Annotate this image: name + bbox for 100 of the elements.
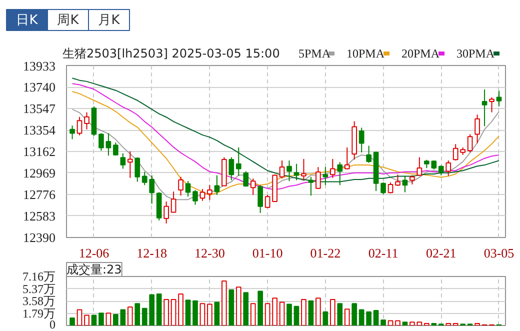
candlestick [286,160,292,182]
y-tick-label: 3.58万 [22,294,56,308]
candlestick [106,132,112,156]
y-tick-label: 12969 [23,165,56,180]
bar [192,300,198,326]
bar [264,303,270,326]
candlestick [337,162,343,186]
candlestick [214,174,220,196]
text: 周K [57,13,80,28]
bar [373,310,379,326]
candlestick [258,184,263,214]
y-tick-label: 13162 [23,144,56,159]
bar [272,298,278,326]
bar [200,303,206,326]
text: 月K [98,13,120,28]
bar [431,322,437,326]
y-tick-label: 13933 [23,58,56,74]
bar [352,303,358,326]
candlestick [410,174,415,185]
bar [106,312,112,326]
bar [164,298,169,326]
candlestick [236,146,242,176]
bar [366,311,372,326]
candlestick [76,116,82,136]
y-tick-label: 7.16万 [22,270,56,284]
candlestick [344,146,350,170]
candlestick [467,134,473,153]
x-tick-label: 02-11 [368,246,398,260]
y-tick-label: 12583 [23,208,56,224]
x-tick-label: 12-18 [136,246,168,260]
bar [452,322,458,326]
bar [76,309,82,326]
bar [330,298,336,326]
x-tick-label: 01-22 [310,246,341,260]
bar [134,303,140,326]
bar [344,308,350,326]
candlestick [178,176,184,196]
legend-label: 20PMA [402,46,440,60]
bar [127,306,133,326]
y-tick-label: 12390 [23,230,56,245]
candlestick [134,156,140,182]
y-tick-label: 5.37万 [22,282,56,296]
x-tick-label: 01-10 [252,246,283,260]
bar [322,311,328,326]
bar [416,322,422,326]
y-tick-label: 13740 [23,80,56,95]
legend-label: 30PMA [456,46,495,60]
candlestick [380,182,386,195]
legend-label: 5PMA [298,46,331,60]
candlestick [243,170,249,188]
bar [410,322,415,326]
candlestick [294,163,300,181]
bar [185,300,191,326]
bar [424,322,430,326]
candlestick [301,158,306,181]
candlestick [120,152,126,170]
bar [446,322,452,326]
candlestick [200,188,206,202]
candlestick [185,180,191,198]
bar [221,280,227,326]
y-tick-label: 12776 [23,186,56,202]
candlestick [446,160,452,176]
chart-title: 生猪2503[lh2503] 2025-03-05 15:00 [62,46,280,60]
candlestick [250,178,256,196]
bar [243,292,249,326]
candlestick [330,158,336,178]
bar [474,322,480,326]
bar [84,314,90,326]
candlestick [98,132,104,152]
candlestick [496,90,502,107]
bar [207,304,212,326]
x-tick-label: 12-06 [78,246,110,260]
y-tick-label: 1.79万 [22,306,56,320]
y-tick-label: 13547 [23,101,56,116]
candlestick [366,145,372,164]
bar [178,294,184,326]
legend-label: 10PMA [346,46,385,60]
candlestick [482,88,488,127]
bar [301,298,306,326]
candlestick [84,112,90,130]
bar [70,317,75,326]
candlestick [127,150,133,178]
candlestick [416,156,422,176]
bar [250,303,256,326]
bar [395,320,400,326]
y-tick-label: 0 [50,318,56,331]
y-tick-label: 13354 [23,122,56,138]
bar [402,322,408,326]
candlestick [192,190,198,206]
text: 日K [16,13,38,28]
bar [228,289,234,326]
bar [380,320,386,326]
candlestick [358,127,364,153]
bar [214,302,220,326]
candlestick [402,175,408,193]
candlestick [264,194,270,208]
candlestick [70,124,75,140]
bar [316,298,321,326]
x-tick-label: 02-21 [426,246,456,260]
x-tick-label: 03-05 [484,246,514,260]
